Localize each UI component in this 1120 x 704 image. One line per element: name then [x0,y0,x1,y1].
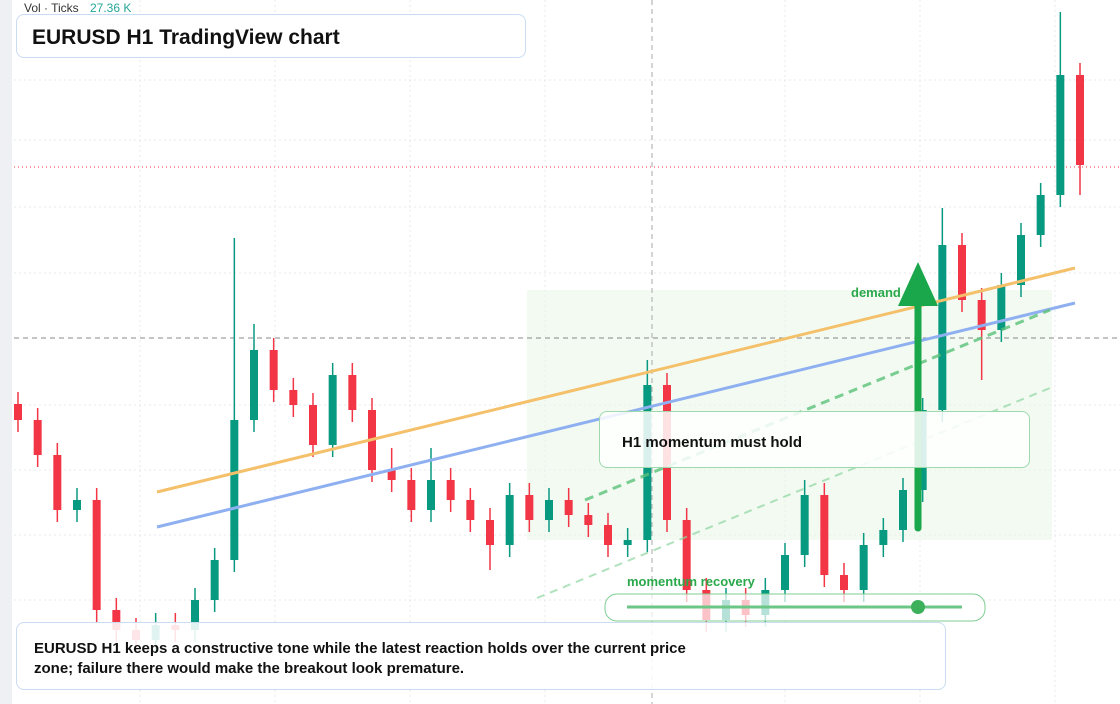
candle-body [859,545,868,590]
candle-body [958,245,966,300]
candle-body [348,375,357,410]
candle-body [466,500,475,520]
candle-body [230,420,239,560]
candle-body [112,610,121,630]
candle-body [938,245,947,410]
candle-body [997,285,1006,330]
candle-body [1017,235,1025,285]
candle-body [53,455,62,510]
candle-body [427,480,435,510]
volume-value: 27.36 K [90,1,131,15]
candle-body [446,480,455,500]
candle-body [92,500,101,610]
candle-body [682,520,691,590]
candle-body [781,555,789,590]
annotation-box: H1 momentum must hold [599,411,1030,468]
candle-body [623,540,632,545]
candle-body [407,480,416,510]
candle-body [584,515,593,525]
annotation-text: H1 momentum must hold [622,434,803,451]
left-edge [0,0,12,704]
channel-line [584,308,1051,502]
candle-body [977,300,986,330]
candle-body [820,495,829,575]
candle-body [505,495,514,545]
slider-knob[interactable] [911,600,925,614]
candle-body [1036,195,1045,235]
candle-body [1076,75,1084,165]
candle-body [73,500,81,510]
candle-body [545,500,553,520]
candle-body [564,500,573,515]
candle-body [33,420,42,455]
candle-body [899,490,907,530]
candle-body [191,600,199,630]
candle-body [210,560,219,600]
candle-body [1056,75,1065,195]
arrow-head [898,262,938,306]
candle-body [269,350,278,390]
candle-body [387,470,396,480]
caption: EURUSD H1 keeps a constructive tone whil… [34,640,686,677]
candle-body [800,495,809,555]
caption-box: EURUSD H1 keeps a constructive tone whil… [16,622,946,690]
candle-body [840,575,848,590]
candle-body [309,405,317,445]
candle-body [879,530,888,545]
candle-body [14,404,22,420]
candle-body [604,525,612,545]
chart-title: EURUSD H1 TradingView chart [32,26,340,49]
candle-body [289,390,298,405]
candle-body [328,375,337,445]
candle-body [486,520,494,545]
title-box: EURUSD H1 TradingView chart [16,14,526,58]
volume-label: Vol · Ticks [24,1,79,15]
candle-body [525,495,534,520]
slider-label: momentum recovery [627,574,756,589]
candle-body [250,350,258,420]
